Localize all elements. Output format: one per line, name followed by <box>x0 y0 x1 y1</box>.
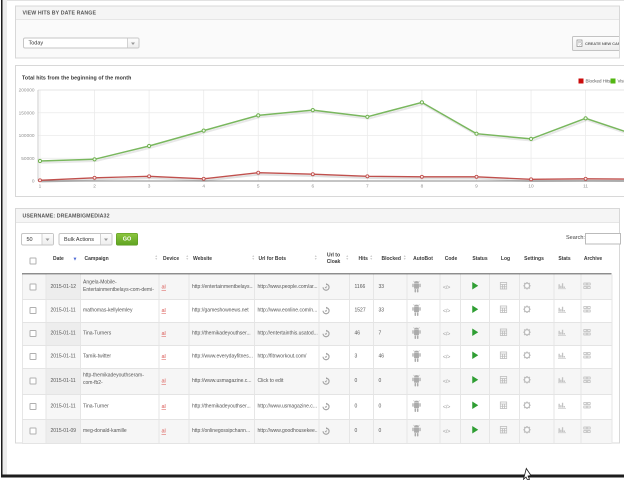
svg-text:200000: 200000 <box>19 88 35 94</box>
svg-text:11: 11 <box>583 184 588 190</box>
svg-text:2: 2 <box>93 184 96 190</box>
svg-text:8: 8 <box>421 184 424 190</box>
svg-text:4: 4 <box>202 184 205 190</box>
svg-text:50000: 50000 <box>21 156 35 162</box>
svg-text:10: 10 <box>528 184 534 190</box>
svg-text:100000: 100000 <box>19 133 35 139</box>
svg-text:150000: 150000 <box>19 110 35 116</box>
svg-text:0: 0 <box>32 179 35 185</box>
svg-text:1: 1 <box>39 184 42 190</box>
svg-text:9: 9 <box>475 184 478 190</box>
svg-text:6: 6 <box>311 184 314 190</box>
svg-text:5: 5 <box>257 184 260 190</box>
svg-text:7: 7 <box>366 184 369 190</box>
svg-text:3: 3 <box>148 184 151 190</box>
